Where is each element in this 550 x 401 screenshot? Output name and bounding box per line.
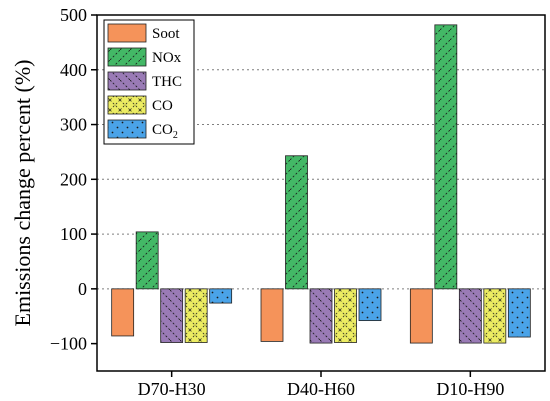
bar-fill <box>111 288 135 337</box>
bar-co2-d40-h60 <box>358 288 382 322</box>
bar-co2-d70-h30 <box>209 288 233 304</box>
bar-hatch <box>508 288 531 338</box>
bar-hatch <box>359 288 381 321</box>
bar-hatch <box>334 288 357 343</box>
bar-hatch <box>185 288 208 343</box>
y-tick-label: 400 <box>60 60 87 80</box>
bar-soot-d10-h90 <box>409 288 433 344</box>
y-axis-label: Emissions change percent (%) <box>10 60 35 327</box>
x-tick-label-d70-h30: D70-H30 <box>138 379 206 399</box>
bar-nox-d70-h30 <box>135 231 159 290</box>
bar-co2-d10-h90 <box>507 288 531 338</box>
bars <box>111 24 531 344</box>
legend-item-co: CO <box>107 95 173 115</box>
bar-co-d40-h60 <box>334 288 357 343</box>
legend-label: THC <box>152 74 182 90</box>
bar-hatch <box>434 24 457 289</box>
bar-thc-d10-h90 <box>458 288 482 344</box>
x-tick-label-d10-h90: D10-H90 <box>436 379 504 399</box>
legend-swatch-hatch <box>108 96 146 114</box>
bar-fill <box>409 288 433 344</box>
bar-soot-d40-h60 <box>260 288 284 342</box>
bar-hatch <box>136 231 159 289</box>
legend-label: CO2 <box>152 122 178 141</box>
legend-swatch <box>107 23 147 43</box>
y-tick-label: 500 <box>60 5 87 25</box>
legend-swatch-hatch <box>108 72 146 90</box>
y-tick-label: 0 <box>78 279 87 299</box>
x-tick-label-d40-h60: D40-H60 <box>287 379 355 399</box>
bar-co-d10-h90 <box>483 288 507 344</box>
y-tick-label: 200 <box>60 169 87 189</box>
bar-hatch <box>483 288 506 344</box>
bar-fill <box>260 288 284 342</box>
legend-item-co2: CO2 <box>107 119 178 141</box>
legend-label: NOx <box>152 50 182 66</box>
bar-nox-d10-h90 <box>434 24 458 290</box>
y-tick-label: 300 <box>60 115 87 135</box>
x-axis: D70-H30 D40-H60 D10-H90 <box>138 371 504 399</box>
bar-co-d70-h30 <box>184 288 208 343</box>
bar-hatch <box>209 288 232 304</box>
legend-label: CO <box>152 98 173 114</box>
bar-soot-d70-h30 <box>111 288 135 337</box>
bar-thc-d40-h60 <box>309 288 333 344</box>
bar-thc-d70-h30 <box>160 288 184 343</box>
y-tick-label: 100 <box>60 224 87 244</box>
bar-hatch <box>459 288 482 344</box>
legend-swatch-hatch <box>108 48 146 66</box>
legend-item-thc: THC <box>107 71 182 91</box>
legend: Soot NOx THC CO CO2 <box>103 19 195 145</box>
bar-nox-d40-h60 <box>285 155 308 290</box>
y-axis: −100 0 100 200 300 400 500 <box>50 5 97 354</box>
bar-hatch <box>285 155 308 289</box>
bar-hatch <box>160 288 183 343</box>
bar-hatch <box>310 288 332 344</box>
legend-item-soot: Soot <box>107 23 180 43</box>
legend-label: Soot <box>152 26 180 42</box>
legend-swatch-hatch <box>108 120 146 138</box>
y-tick-label: −100 <box>50 334 87 354</box>
legend-item-nox: NOx <box>107 47 182 67</box>
